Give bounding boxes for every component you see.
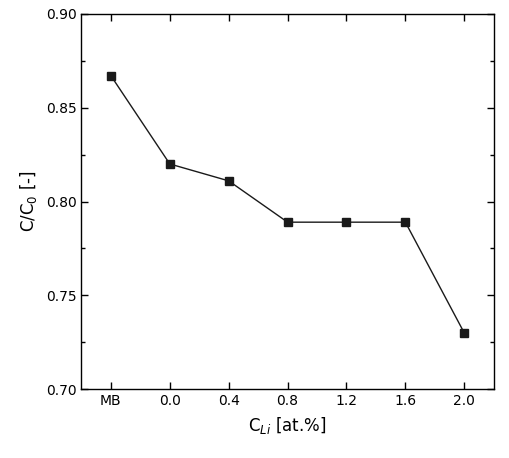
Y-axis label: C/C$_0$ [-]: C/C$_0$ [-] bbox=[18, 171, 39, 232]
X-axis label: C$_{Li}$ [at.%]: C$_{Li}$ [at.%] bbox=[248, 415, 327, 436]
